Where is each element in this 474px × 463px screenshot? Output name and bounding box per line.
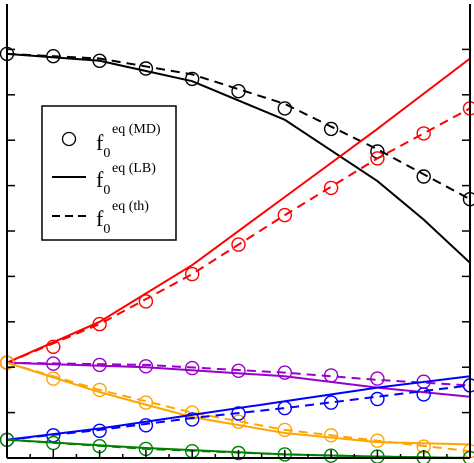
series-4-th-line xyxy=(6,384,471,441)
series-3-md-point xyxy=(231,414,246,429)
legend-label-th: f0eq (th) xyxy=(96,199,149,237)
series-4-md-point xyxy=(184,412,200,427)
series-5-md-point xyxy=(231,445,246,461)
series-4-md-point xyxy=(370,391,385,407)
series-4-md-point xyxy=(231,406,246,421)
series-0-md-point xyxy=(416,169,431,184)
series-1-md-point xyxy=(416,126,431,141)
series-1-md-point xyxy=(370,151,385,166)
series-0-md-point xyxy=(92,53,107,68)
legend-label-md: f0eq (MD) xyxy=(96,122,161,161)
series-2-md-point xyxy=(323,368,339,383)
legend-marker-md xyxy=(61,131,77,147)
series-2-md-point xyxy=(138,359,154,374)
series-1-md-point xyxy=(277,207,292,223)
legend: f0eq (MD) f0eq (LB) f0eq (th) xyxy=(41,105,177,241)
series-3-md-point xyxy=(370,433,385,448)
series-1-md-point xyxy=(138,294,154,309)
series-1 xyxy=(0,57,474,370)
series-4-md-point xyxy=(277,400,292,416)
series-0-md-point xyxy=(231,83,246,99)
series-0-md-point xyxy=(323,121,339,137)
series-1-md-point xyxy=(184,266,200,282)
series-2 xyxy=(0,355,474,398)
series-2-md-point xyxy=(370,371,385,386)
series-0-lb-line xyxy=(6,52,471,264)
series-4-md-point xyxy=(92,423,107,438)
series-layer xyxy=(0,46,474,463)
series-0-md-point xyxy=(184,71,200,87)
series-5-md-point xyxy=(323,448,339,463)
series-4-md-point xyxy=(323,395,339,410)
series-3-md-point xyxy=(323,428,339,443)
series-3-th-line xyxy=(6,361,471,453)
series-0-md-point xyxy=(46,49,61,64)
axes-frame xyxy=(6,4,471,459)
series-2-md-point xyxy=(46,356,61,371)
series-1-lb-line xyxy=(6,57,471,364)
series-2-md-point xyxy=(184,360,200,376)
series-2-md-point xyxy=(92,357,107,373)
series-3-md-point xyxy=(138,395,154,410)
series-3-md-point xyxy=(92,382,107,398)
series-4 xyxy=(0,375,474,447)
series-1-md-point xyxy=(46,339,61,354)
series-5-md-point xyxy=(277,447,292,462)
series-0 xyxy=(0,46,474,264)
series-2-th-line xyxy=(6,361,471,387)
series-2-md-point xyxy=(231,363,246,378)
series-4-md-point xyxy=(416,387,431,402)
series-0-md-point xyxy=(277,101,292,116)
legend-box xyxy=(41,105,177,241)
legend-label-lb: f0eq (LB) xyxy=(96,161,156,198)
series-5-md-point xyxy=(46,435,61,451)
series-2-md-point xyxy=(277,365,292,380)
series-1-th-line xyxy=(6,107,471,364)
series-3-md-point xyxy=(277,422,292,438)
series-0-md-point xyxy=(138,61,154,76)
series-4-md-point xyxy=(138,418,154,433)
series-1-md-point xyxy=(231,237,246,252)
series-2-lb-line xyxy=(6,361,471,398)
series-0-th-line xyxy=(6,52,471,201)
series-4-lb-line xyxy=(6,375,471,441)
series-3-md-point xyxy=(46,371,61,386)
series-1-md-point xyxy=(323,180,339,196)
series-3-md-point xyxy=(184,405,200,420)
series-0-md-point xyxy=(462,192,474,207)
series-1-md-point xyxy=(92,316,107,332)
